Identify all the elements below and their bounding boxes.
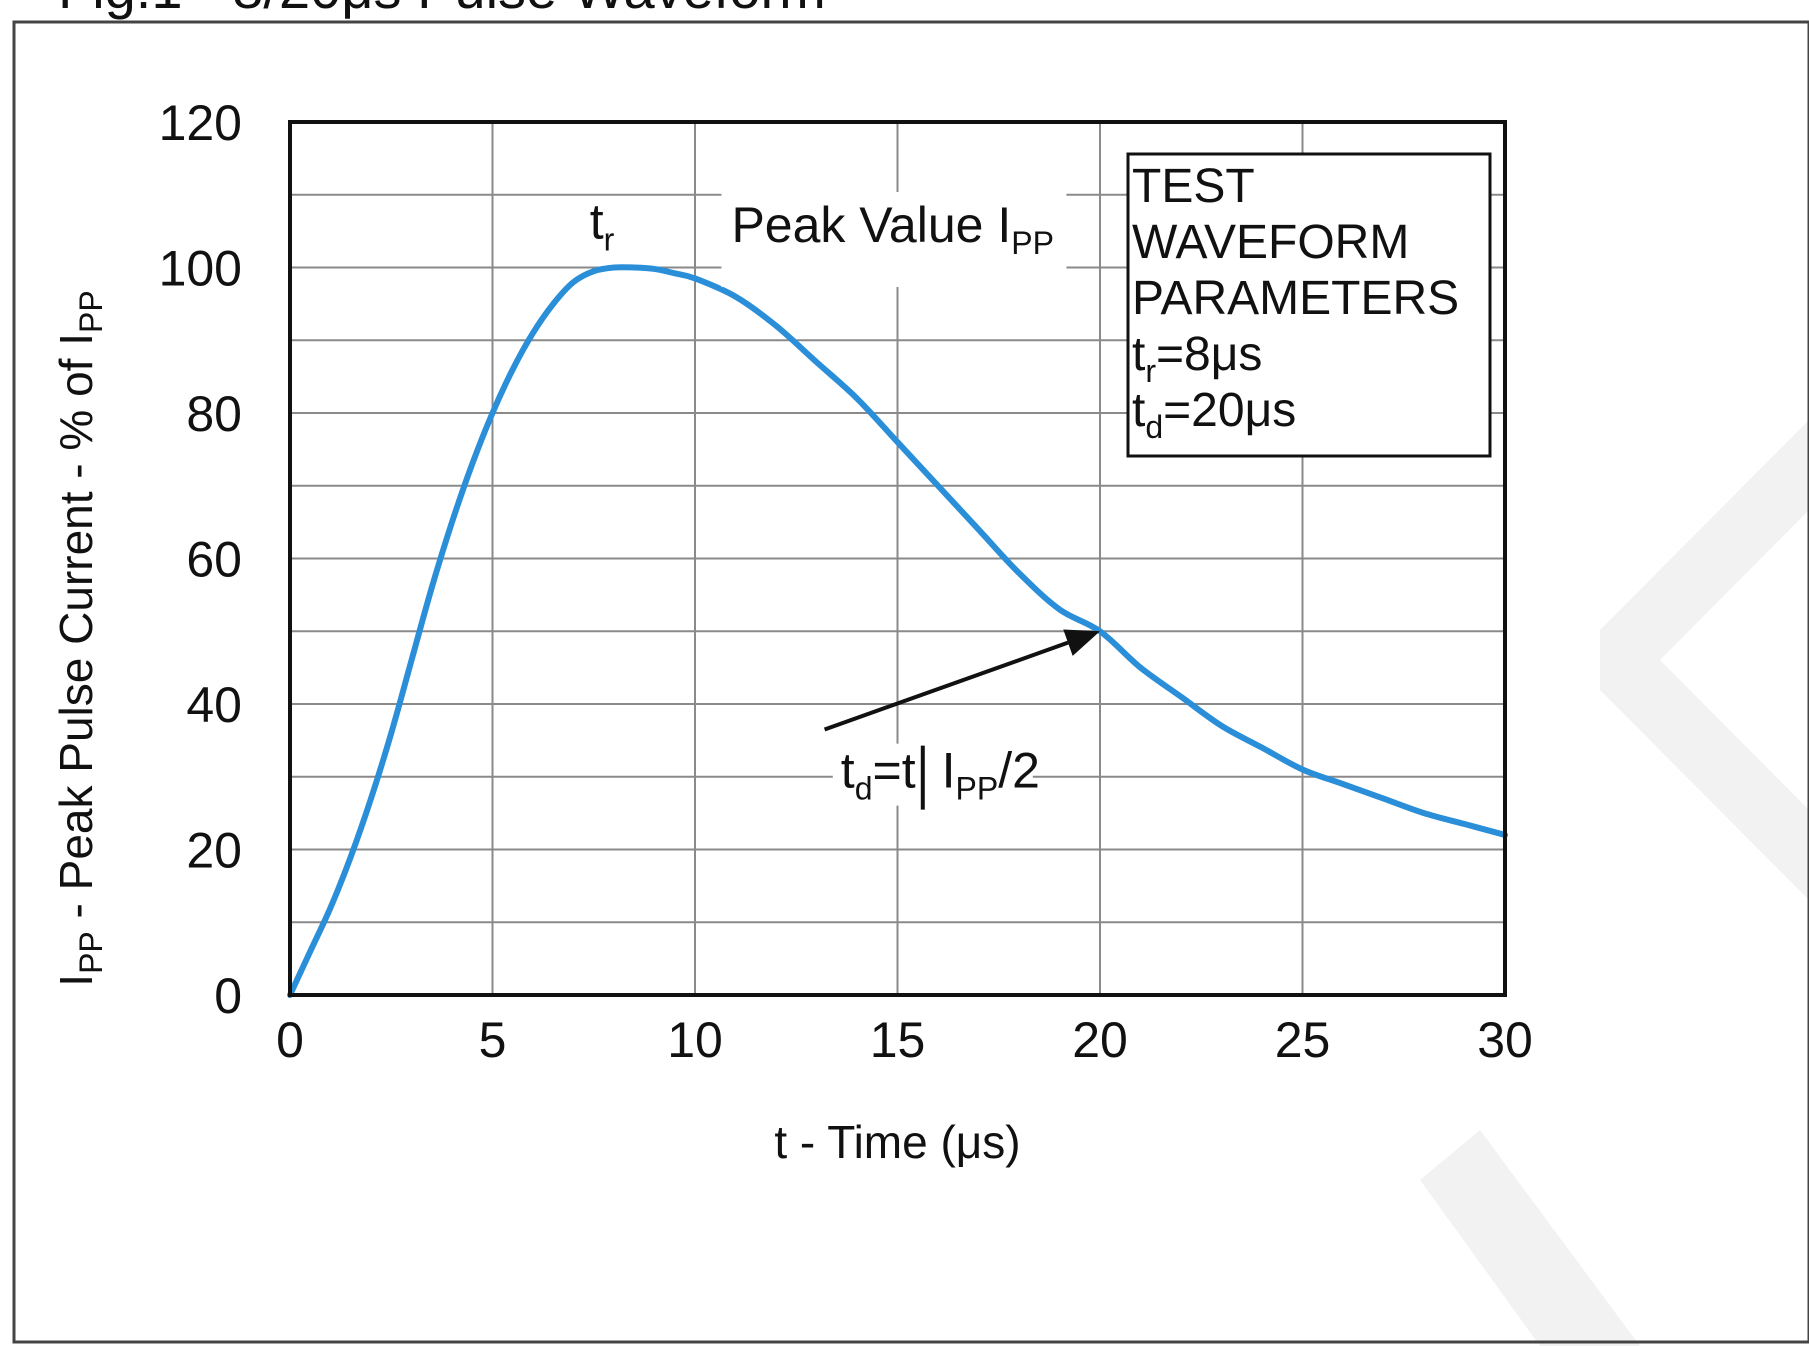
annotation-arrow xyxy=(823,640,1069,732)
x-tick-label: 10 xyxy=(667,1012,723,1068)
legend-line-parameters: PARAMETERS xyxy=(1132,272,1459,325)
x-tick-label: 30 xyxy=(1477,1012,1533,1068)
annotation-peak-value: Peak Value IPP xyxy=(731,197,1053,261)
peak-label-background xyxy=(721,192,1067,288)
plot-border xyxy=(288,120,1507,997)
y-tick-label: 0 xyxy=(214,968,242,1024)
legend-frame xyxy=(1126,152,1492,458)
y-tick-label: 80 xyxy=(186,386,242,442)
waveform-series-line xyxy=(287,264,1508,998)
legend-line-td: td=20μs xyxy=(1132,384,1296,445)
y-tick-label: 100 xyxy=(159,241,242,297)
annotation-tr: tr xyxy=(590,193,615,257)
annotation-td: td=t IPP/2 xyxy=(841,743,1040,807)
legend-line-tr: tr=8μs xyxy=(1132,328,1262,389)
x-tick-label: 25 xyxy=(1275,1012,1331,1068)
series-layer xyxy=(287,264,1508,998)
x-tick-label: 5 xyxy=(479,1012,507,1068)
tick-labels: 0 5 10 15 20 25 30 0 20 40 60 80 100 120 xyxy=(159,95,1533,1068)
figure-caption: Fig.1 - 8/20μs Pulse Waveform xyxy=(58,0,826,20)
x-axis-title: t - Time (μs) xyxy=(774,1116,1020,1168)
y-tick-label: 40 xyxy=(186,677,242,733)
legend-line-waveform: WAVEFORM xyxy=(1132,216,1409,269)
y-tick-label: 20 xyxy=(186,823,242,879)
annotations: tr Peak Value IPP td=t IPP/2 xyxy=(590,192,1100,810)
legend-line-test: TEST xyxy=(1132,160,1255,213)
y-tick-label: 120 xyxy=(159,95,242,151)
td-label-background xyxy=(832,743,1033,806)
x-tick-label: 15 xyxy=(870,1012,926,1068)
x-tick-label: 20 xyxy=(1072,1012,1128,1068)
y-axis-title: IPP - Peak Pulse Current - % of IPP xyxy=(50,290,109,986)
y-tick-label: 60 xyxy=(186,532,242,588)
legend-box: TEST WAVEFORM PARAMETERS tr=8μs td=20μs xyxy=(1126,152,1492,458)
watermark-logo xyxy=(1420,420,1809,1346)
x-tick-label: 0 xyxy=(276,1012,304,1068)
annotation-arrow-head xyxy=(1063,629,1100,656)
outer-frame xyxy=(12,20,1809,1344)
